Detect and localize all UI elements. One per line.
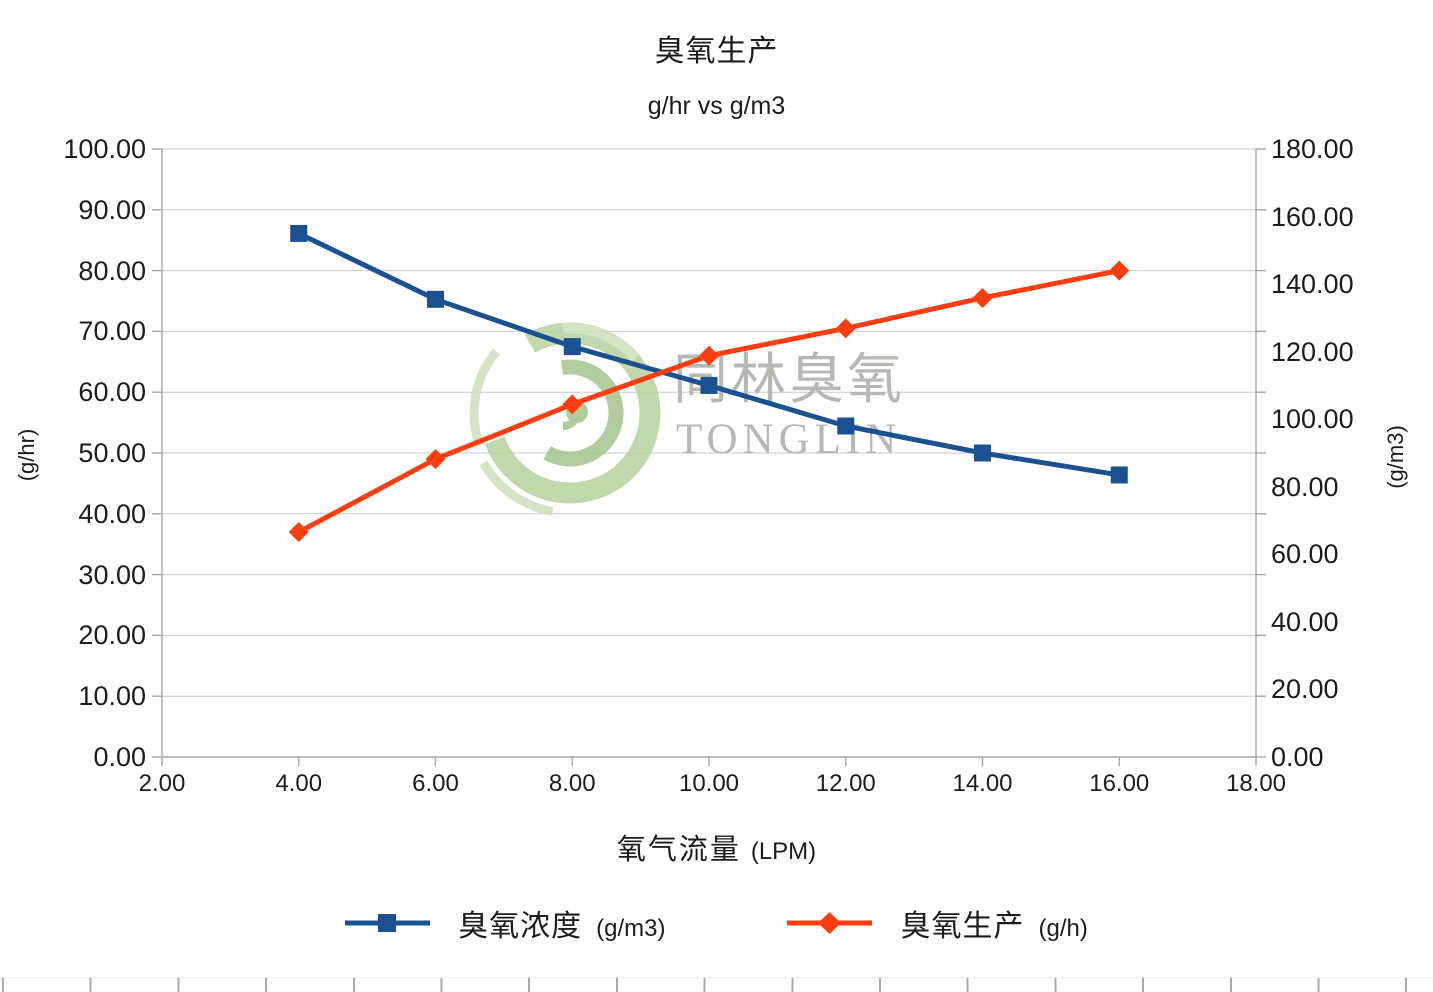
x-tick-label: 6.00 bbox=[412, 770, 459, 797]
y-right-tick-label: 160.00 bbox=[1271, 201, 1354, 232]
legend-series-name: 臭氧生产 bbox=[900, 910, 1025, 943]
y-right-tick-label: 180.00 bbox=[1271, 134, 1354, 164]
legend-marker-square-icon bbox=[345, 914, 431, 932]
y-right-tick-label: 80.00 bbox=[1271, 471, 1339, 502]
data-point-square bbox=[974, 444, 991, 462]
legend-item-concentration: 臭氧浓度 (g/m3) bbox=[345, 901, 665, 945]
x-tick-label: 4.00 bbox=[275, 770, 323, 797]
y-right-tick-label: 120.00 bbox=[1271, 336, 1354, 367]
x-axis-title: 氧气流量 (LPM) bbox=[0, 826, 1433, 868]
legend-label: 臭氧浓度 (g/m3) bbox=[458, 901, 665, 945]
legend-series-unit: (g/m3) bbox=[596, 915, 666, 942]
y-right-tick-label: 140.00 bbox=[1271, 269, 1354, 300]
y-right-tick-label: 100.00 bbox=[1271, 404, 1354, 435]
data-point-square bbox=[427, 290, 444, 308]
data-point-square bbox=[563, 338, 581, 356]
legend: 臭氧浓度 (g/m3) 臭氧生产 (g/h) bbox=[0, 901, 1433, 945]
x-tick-label: 14.00 bbox=[952, 770, 1013, 797]
data-point-diamond bbox=[288, 522, 309, 543]
chart-title: 臭氧生产 bbox=[654, 35, 779, 68]
y-right-tick-label: 40.00 bbox=[1271, 606, 1339, 637]
y-left-tick-label: 70.00 bbox=[78, 316, 146, 347]
data-point-diamond bbox=[835, 318, 856, 339]
data-point-square bbox=[1110, 466, 1128, 484]
y-left-tick-label: 10.00 bbox=[78, 681, 146, 712]
x-axis-title-text: 氧气流量 bbox=[616, 834, 741, 866]
x-tick-label: 8.00 bbox=[548, 770, 596, 797]
data-point-diamond bbox=[699, 345, 719, 366]
x-tick-label: 16.00 bbox=[1089, 770, 1150, 797]
x-tick-label: 18.00 bbox=[1225, 770, 1287, 797]
data-point-diamond bbox=[1109, 260, 1130, 281]
x-axis-title-unit: (LPM) bbox=[750, 838, 817, 865]
y-left-tick-label: 100.00 bbox=[63, 134, 146, 164]
right-axis-title: (g/m3) bbox=[1383, 425, 1408, 489]
y-right-tick-label: 60.00 bbox=[1271, 539, 1339, 570]
left-axis-title: (g/hr) bbox=[14, 428, 39, 482]
x-tick-label: 2.00 bbox=[138, 770, 186, 797]
y-left-tick-label: 80.00 bbox=[78, 255, 146, 286]
axis-lines bbox=[152, 148, 1266, 766]
legend-series-name: 臭氧浓度 bbox=[458, 910, 583, 943]
data-point-diamond bbox=[972, 287, 993, 308]
x-tick-label: 10.00 bbox=[678, 770, 740, 797]
legend-label: 臭氧生产 (g/h) bbox=[900, 901, 1087, 945]
y-left-tick-label: 60.00 bbox=[78, 377, 146, 408]
data-point-square bbox=[700, 376, 718, 394]
data-point-square bbox=[837, 417, 855, 435]
y-right-tick-label: 20.00 bbox=[1271, 674, 1339, 705]
legend-item-production: 臭氧生产 (g/h) bbox=[787, 901, 1088, 945]
y-left-tick-label: 30.00 bbox=[78, 559, 146, 590]
data-point-diamond bbox=[562, 394, 583, 415]
y-left-tick-label: 0.00 bbox=[93, 742, 146, 772]
data-point-square bbox=[290, 224, 308, 242]
data-series bbox=[288, 224, 1130, 543]
legend-marker-diamond-icon bbox=[787, 912, 873, 934]
spreadsheet-gridline-strip bbox=[0, 977, 1433, 992]
x-tick-label: 12.00 bbox=[815, 770, 876, 797]
watermark-latin-text: TONGLIN bbox=[676, 416, 901, 463]
chart-subtitle: g/hr vs g/m3 bbox=[647, 92, 786, 120]
y-left-tick-label: 40.00 bbox=[78, 498, 146, 529]
tonglin-logo-icon bbox=[469, 322, 661, 516]
y-left-tick-label: 50.00 bbox=[78, 438, 146, 468]
data-point-diamond bbox=[425, 449, 446, 470]
y-right-tick-label: 0.00 bbox=[1271, 742, 1324, 772]
legend-series-unit: (g/h) bbox=[1038, 915, 1088, 942]
y-left-tick-label: 90.00 bbox=[78, 194, 146, 225]
y-left-tick-label: 20.00 bbox=[78, 620, 146, 651]
